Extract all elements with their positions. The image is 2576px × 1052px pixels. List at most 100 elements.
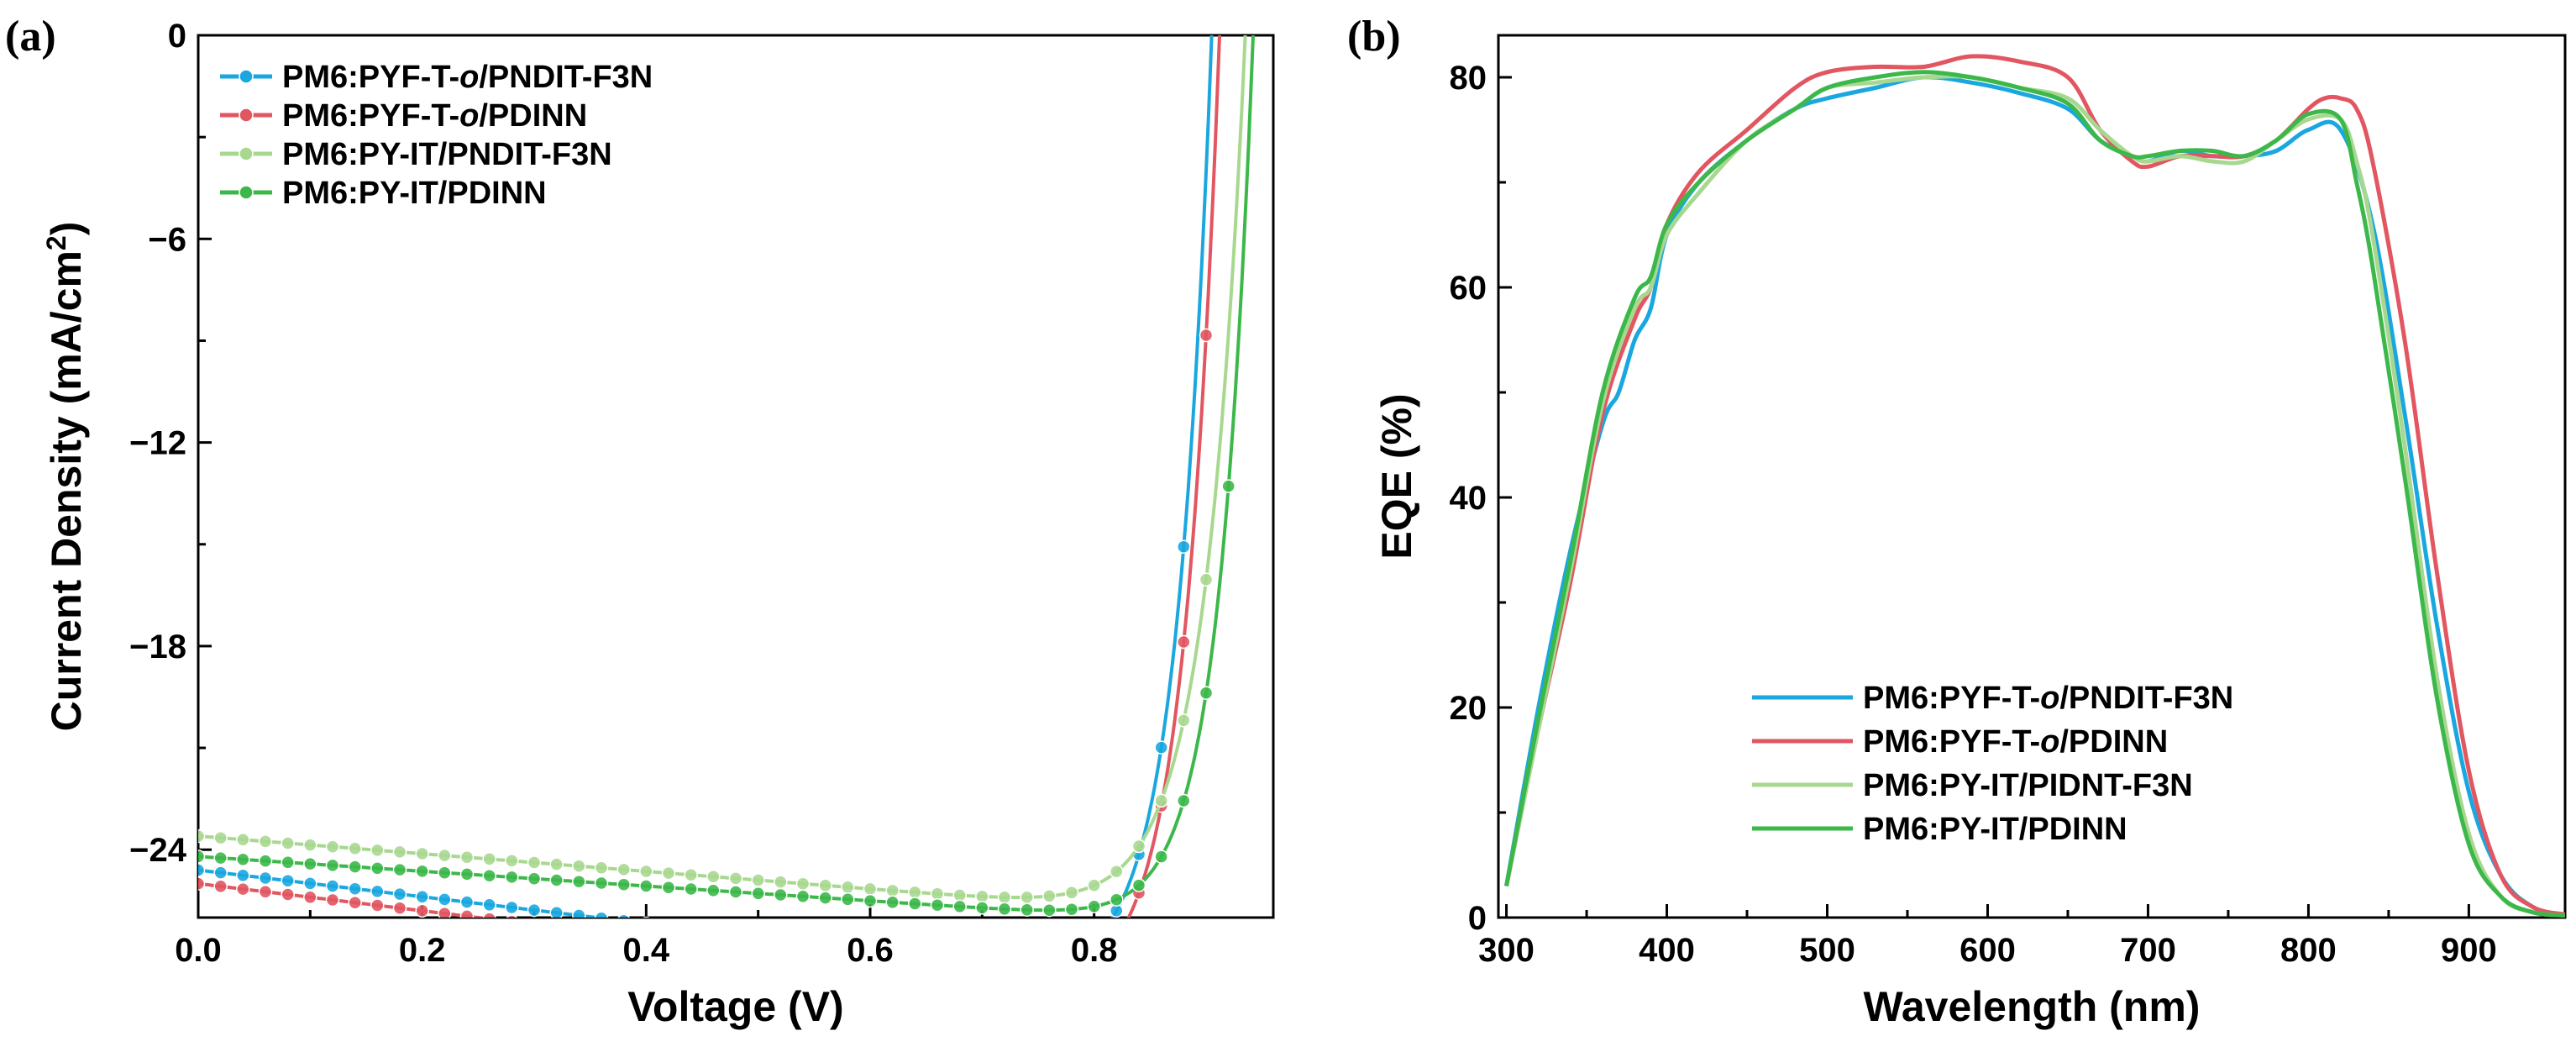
jv-point	[370, 884, 385, 899]
x-tick-label: 800	[2280, 932, 2337, 969]
jv-point	[213, 879, 228, 894]
legend-label: PM6:PY-IT/PIDNT-F3N	[1863, 768, 2193, 803]
eqe-legend: PM6:PYF-T-o/PNDIT-F3N PM6:PYF-T-o/PDINN PM…	[1752, 681, 2233, 847]
jv-point	[639, 879, 653, 893]
jv-point	[863, 893, 878, 908]
jv-point	[952, 899, 967, 914]
legend-label-main: PM6:PYF-T-	[1863, 681, 2040, 716]
y-tick-label: 0	[168, 18, 186, 55]
jv-point	[818, 891, 832, 905]
jv-point	[533, 917, 536, 918]
jv-point	[999, 972, 1011, 985]
jv-point	[774, 887, 788, 902]
jv-y-axis-title-main: Current Density (mA/cm	[43, 250, 90, 731]
x-tick-label: 900	[2441, 932, 2497, 969]
jv-point	[236, 852, 250, 867]
eqe-series-3	[1504, 70, 2565, 918]
jv-point	[728, 885, 743, 899]
jv-curve	[198, 35, 1214, 918]
jv-point	[527, 871, 542, 886]
jv-point	[281, 855, 295, 870]
x-tick-label: 0.0	[175, 932, 222, 969]
jv-point	[617, 913, 630, 918]
jv-point	[684, 867, 698, 882]
jv-point	[572, 908, 586, 918]
y-tick-label: −6	[148, 221, 186, 258]
jv-point	[930, 897, 945, 913]
legend-label: PM6:PY-IT/PDINN	[1863, 812, 2127, 847]
eqe-curve	[1504, 74, 2565, 918]
jv-point	[863, 881, 878, 897]
jv-point	[348, 860, 362, 874]
legend-label-main: PM6:PY-IT/PDINN	[1863, 812, 2127, 847]
legend-entry: PM6:PY-IT/PIDNT-F3N	[1752, 768, 2193, 803]
jv-point	[505, 870, 519, 885]
jv-point	[616, 877, 631, 892]
jv-ticks: 0.0 0.2 0.4 0.6 0.8 0 −6 −12 −18 −24	[129, 18, 1117, 969]
jv-point	[908, 897, 922, 911]
jv-point	[236, 881, 250, 897]
jv-point	[1131, 878, 1146, 892]
jv-point	[392, 901, 407, 915]
jv-point	[1020, 957, 1033, 970]
jv-point	[909, 964, 921, 976]
x-tick-label: 500	[1799, 932, 1855, 969]
jv-point	[730, 943, 742, 955]
legend-label: PM6:PYF-T-o/PDINN	[1863, 724, 2168, 760]
jv-point	[819, 954, 832, 966]
jv-point	[281, 836, 295, 850]
jv-point	[438, 892, 452, 907]
jv-point	[303, 838, 317, 852]
jv-point	[1199, 686, 1214, 700]
legend-label: PM6:PYF-T-o/PNDIT-F3N	[282, 60, 653, 95]
legend-label-suffix: /PNDIT-F3N	[479, 60, 653, 95]
legend-entry: PM6:PY-IT/PDINN	[220, 176, 547, 211]
jv-point	[774, 948, 787, 960]
jv-point	[1043, 971, 1056, 984]
jv-point	[482, 897, 496, 913]
jv-point	[594, 860, 609, 876]
jv-point	[549, 873, 564, 887]
legend-label-italic: o	[2040, 681, 2059, 716]
y-tick-label: −24	[129, 832, 187, 869]
jv-series-0	[198, 35, 1214, 970]
jv-y-axis-title-end: )	[43, 222, 90, 236]
jv-point	[1154, 849, 1168, 864]
jv-point	[795, 889, 811, 904]
panel-label-a: (a)	[5, 13, 56, 60]
jv-point	[258, 854, 273, 868]
jv-point	[953, 969, 966, 981]
y-tick-label: 60	[1450, 270, 1487, 307]
jv-point	[572, 874, 586, 889]
jv-point	[706, 883, 721, 898]
y-tick-label: −12	[129, 425, 186, 462]
jv-point	[392, 862, 407, 877]
jv-point	[370, 898, 385, 913]
jv-series-3	[198, 35, 1255, 918]
jv-point	[818, 878, 832, 893]
jv-point	[325, 858, 340, 873]
legend-label: PM6:PY-IT/PNDIT-F3N	[282, 137, 612, 172]
jv-point	[752, 945, 764, 958]
eqe-plot-frame	[1497, 34, 2567, 919]
x-tick-label: 300	[1478, 932, 1535, 969]
jv-point	[1177, 793, 1191, 808]
legend-label: PM6:PYF-T-o/PNDIT-F3N	[1863, 681, 2233, 716]
jv-point	[459, 909, 475, 918]
y-tick-label: −18	[129, 629, 186, 665]
jv-point	[325, 892, 340, 907]
jv-point	[1042, 889, 1057, 903]
legend-label-main: PM6:PY-IT/PDINN	[282, 176, 547, 211]
jv-point	[997, 890, 1012, 905]
eqe-chart: (b) 300 400 500 600 700 800 900 0 20 40 60 80 Wavel…	[1347, 13, 2567, 1030]
jv-point	[707, 925, 720, 938]
jv-point	[258, 871, 273, 886]
jv-point	[258, 834, 273, 849]
jv-point	[661, 865, 676, 881]
jv-point	[1177, 713, 1191, 728]
jv-point	[774, 875, 788, 889]
jv-point	[642, 916, 650, 918]
jv-point	[797, 936, 810, 949]
jv-point	[663, 920, 675, 933]
jv-point	[505, 854, 519, 868]
